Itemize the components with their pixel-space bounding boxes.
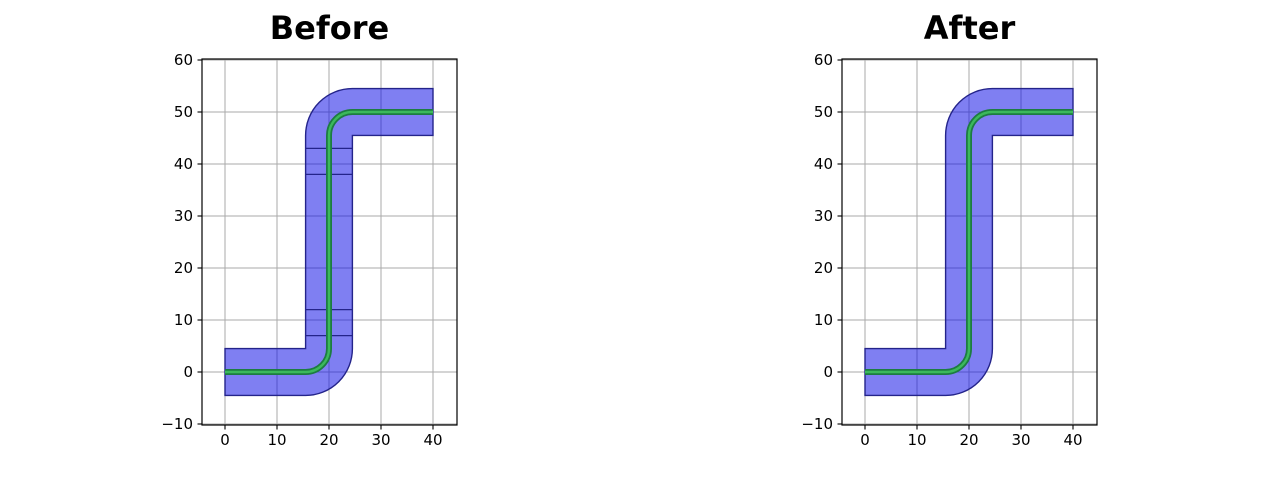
y-tick-label: 60 — [174, 51, 193, 69]
x-tick-label: 40 — [1063, 431, 1082, 449]
y-tick-label: −10 — [801, 415, 833, 433]
y-tick-label: 20 — [814, 259, 833, 277]
x-tick-label: 0 — [860, 431, 870, 449]
centerline-inner — [865, 110, 1073, 374]
y-tick-label: 50 — [814, 103, 833, 121]
y-tick-label: 60 — [814, 51, 833, 69]
y-tick-label: 30 — [814, 207, 833, 225]
y-tick-label: 40 — [174, 155, 193, 173]
x-tick-label: 0 — [220, 431, 230, 449]
x-tick-label: 30 — [371, 431, 390, 449]
plot-title-after: After — [923, 9, 1016, 47]
plot-canvas-after: 0 10 20 30 40 −10 0 10 20 30 40 50 60 — [801, 51, 1098, 449]
y-tick-label: 10 — [174, 311, 193, 329]
y-tick-label: 30 — [174, 207, 193, 225]
x-tick-label: 10 — [907, 431, 926, 449]
plot-before: Before 0 10 20 30 40 −10 0 10 20 30 40 50 60 — [161, 9, 458, 449]
plot-after: After 0 10 20 30 40 −10 0 10 20 30 40 50 60 — [640, 0, 1280, 480]
y-tick-label: 50 — [174, 103, 193, 121]
plot-canvas-before: 0 10 20 30 40 −10 0 10 20 30 40 50 60 — [161, 51, 458, 449]
x-tick-label: 30 — [1011, 431, 1030, 449]
y-tick-label: 20 — [174, 259, 193, 277]
y-tick-label: −10 — [161, 415, 193, 433]
x-tick-label: 20 — [959, 431, 978, 449]
x-tick-label: 20 — [319, 431, 338, 449]
x-tick-label: 40 — [423, 431, 442, 449]
y-tick-label: 10 — [814, 311, 833, 329]
x-tick-label: 10 — [267, 431, 286, 449]
plot-title-before: Before — [269, 9, 390, 47]
centerline-inner — [225, 110, 433, 374]
y-tick-label: 40 — [814, 155, 833, 173]
y-tick-label: 0 — [183, 363, 193, 381]
y-tick-label: 0 — [823, 363, 833, 381]
